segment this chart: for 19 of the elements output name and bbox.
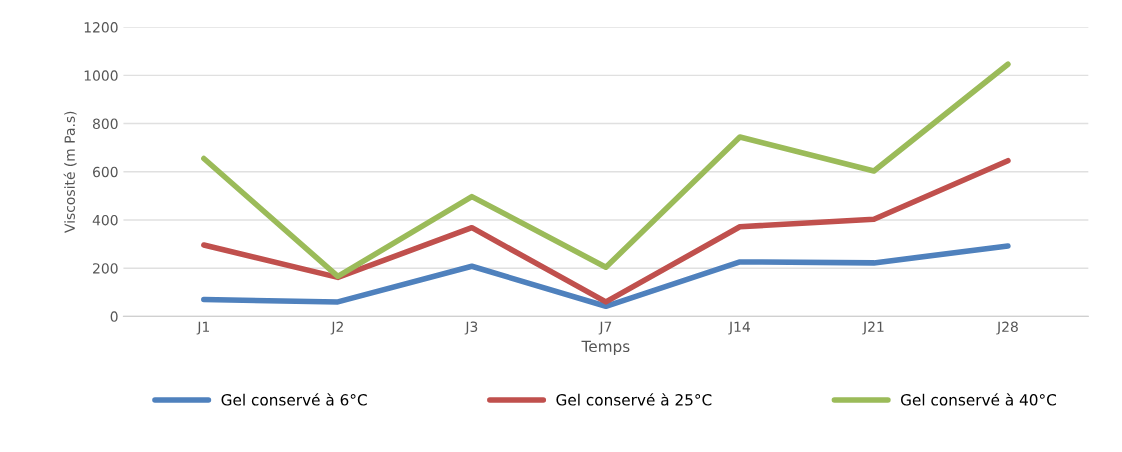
legend-label: Gel conservé à 6°C [221, 393, 367, 406]
y-tick-label: 400 [92, 214, 118, 226]
x-tick-label: J28 [996, 321, 1018, 335]
x-tick-label: J7 [598, 321, 612, 335]
y-tick-label: 600 [93, 166, 118, 178]
y-axis-title: Viscosité (m Pa.s) [63, 111, 77, 233]
x-axis-title: Temps [581, 340, 630, 356]
x-tick-label: J21 [862, 321, 884, 335]
y-tick-label: 200 [93, 263, 118, 274]
x-tick-label: J14 [728, 321, 750, 335]
x-tick-label: J1 [196, 321, 210, 335]
x-tick-label: J2 [330, 321, 343, 335]
y-tick-label: 0 [110, 311, 118, 322]
legend-label: Gel conservé à 40°C [900, 393, 1056, 406]
y-tick-label: 1000 [84, 70, 118, 81]
y-tick-label: 1200 [84, 22, 118, 33]
y-tick-label: 800 [92, 118, 118, 130]
x-tick-label: J3 [464, 321, 478, 335]
legend-label: Gel conservé à 25°C [556, 393, 712, 406]
